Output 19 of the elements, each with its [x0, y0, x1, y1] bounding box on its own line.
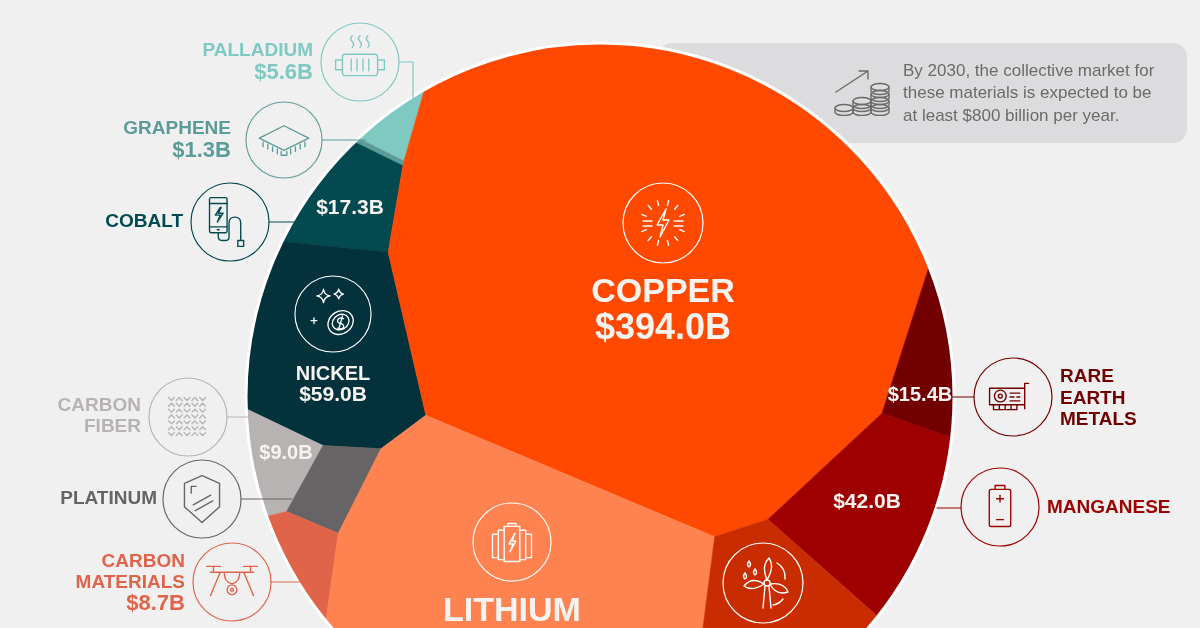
data-label: $1.3B	[172, 137, 231, 163]
category-label: PLATINUM	[60, 487, 157, 509]
data-label: $59.0B	[299, 381, 367, 405]
category-label: RARE EARTH METALS	[1060, 365, 1137, 430]
data-label: $17.3B	[316, 194, 384, 218]
category-label: GRAPHENE	[123, 117, 231, 139]
category-label: LITHIUM	[443, 590, 581, 628]
data-label: $15.4B	[887, 382, 953, 405]
category-label: PALLADIUM	[202, 39, 313, 61]
data-label: $8.7B	[126, 590, 185, 616]
category-label: COBALT	[105, 210, 184, 232]
data-label: $9.0B	[259, 440, 313, 463]
data-label: $42.0B	[833, 488, 901, 512]
category-label: MANGANESE	[1047, 496, 1171, 518]
text: By 2030, the collective market for these materials is expected to be at least $800 billion per year.	[903, 60, 1155, 125]
category-label: NICKEL	[295, 361, 371, 384]
category-label: CARBON FIBER	[57, 394, 142, 437]
category-label: CARBON MATERIALS	[75, 550, 185, 593]
data-label: $5.6B	[254, 59, 313, 85]
